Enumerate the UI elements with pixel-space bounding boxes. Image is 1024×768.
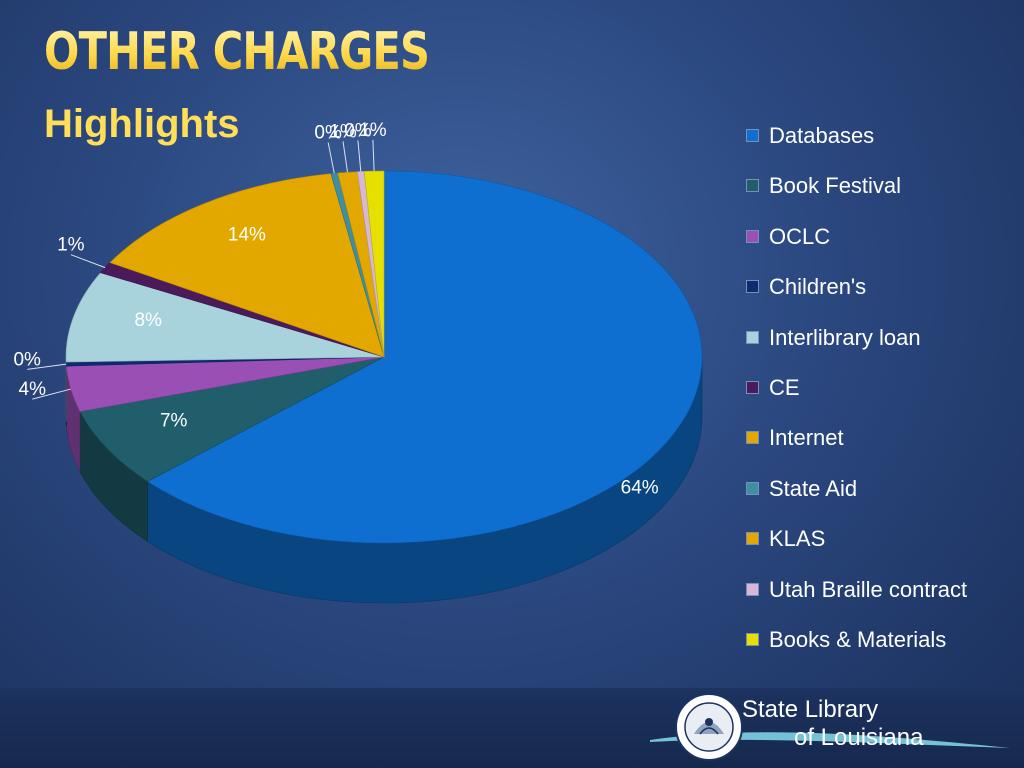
legend-swatch — [746, 129, 759, 142]
leader-line-ce — [70, 254, 106, 269]
legend-swatch — [746, 632, 759, 646]
leader-line-oclc — [32, 388, 71, 400]
legend-label: Internet — [769, 425, 844, 451]
data-label-interlibrary-loan: 8% — [134, 310, 162, 331]
legend-item-internet: Internet — [746, 424, 967, 474]
footer-band — [0, 688, 1024, 768]
legend-swatch — [746, 380, 759, 394]
legend-label: OCLC — [769, 223, 831, 249]
data-label-children-s: 0% — [13, 349, 41, 370]
legend-item-databases: Databases — [746, 122, 967, 172]
legend-item-utah-braille-contract: Utah Braille contract — [746, 576, 967, 626]
pie-slice-internet — [109, 173, 385, 358]
data-label-book-festival: 7% — [160, 411, 188, 432]
pie-chart: 64%7%4%0%8%1% 14%0%1%0%1% — [13, 120, 703, 604]
legend-swatch — [746, 229, 759, 243]
legend-label: Book Festival — [769, 173, 902, 199]
louisiana-seal-icon — [675, 693, 743, 761]
leader-line-children-s — [27, 363, 67, 370]
data-label-state-aid: 0% — [314, 123, 342, 144]
legend-item-interlibrary-loan: Interlibrary loan — [746, 324, 967, 374]
legend-swatch — [746, 532, 759, 546]
logo-text-line1: State Library — [742, 696, 879, 723]
data-label-internet: 14% — [228, 225, 266, 246]
data-label-klas: 1% — [329, 121, 357, 142]
legend-label: Utah Braille contract — [769, 576, 968, 602]
legend-item-children-s: Children's — [746, 273, 967, 323]
slide-title: OTHER CHARGES — [44, 22, 430, 82]
legend-item-oclc: OCLC — [746, 223, 967, 273]
pie-top-layer — [65, 170, 703, 544]
legend-label: KLAS — [769, 526, 826, 552]
legend-swatch — [746, 481, 759, 495]
pie-slice-book-festival — [79, 356, 385, 482]
legend-swatch — [746, 280, 759, 294]
pie-leader-lines — [27, 139, 375, 400]
pie-slice-interlibrary-loan — [65, 272, 385, 363]
data-label-utah-braille-contract: 0% — [344, 120, 372, 141]
leader-line-state-aid — [327, 142, 335, 174]
logo-text-line2: of Louisiana — [794, 724, 924, 751]
chart-legend: Databases Book Festival OCLC Children's Inte… — [746, 122, 967, 676]
legend-swatch — [746, 582, 759, 596]
legend-item-ce: CE — [746, 374, 967, 424]
legend-item-book-festival: Book Festival — [746, 172, 967, 222]
legend-swatch — [746, 179, 759, 193]
legend-label: Interlibrary loan — [769, 324, 921, 350]
legend-label: CE — [769, 374, 800, 400]
data-label-oclc: 4% — [19, 379, 47, 400]
legend-item-books-materials: Books & Materials — [746, 626, 967, 676]
data-label-books-materials: 1% — [359, 120, 387, 141]
leader-line-books-materials — [372, 139, 375, 172]
legend-item-klas: KLAS — [746, 525, 967, 575]
pie-slice-databases — [147, 170, 703, 544]
legend-swatch — [746, 431, 759, 445]
data-label-ce: 1% — [57, 235, 85, 256]
legend-item-state-aid: State Aid — [746, 475, 967, 525]
pie-data-labels: 64%7%4%0%8%1% 14%0%1%0%1% — [13, 120, 658, 499]
legend-label: State Aid — [769, 475, 858, 501]
slide-subtitle: Highlights — [44, 102, 240, 146]
legend-label: Children's — [769, 274, 867, 300]
legend-label: Databases — [769, 123, 875, 148]
legend-label: Books & Materials — [769, 626, 947, 652]
legend-swatch — [746, 330, 759, 344]
data-label-databases: 64% — [621, 478, 659, 499]
leader-line-utah-braille-contract — [357, 140, 362, 172]
leader-line-klas — [342, 141, 348, 173]
